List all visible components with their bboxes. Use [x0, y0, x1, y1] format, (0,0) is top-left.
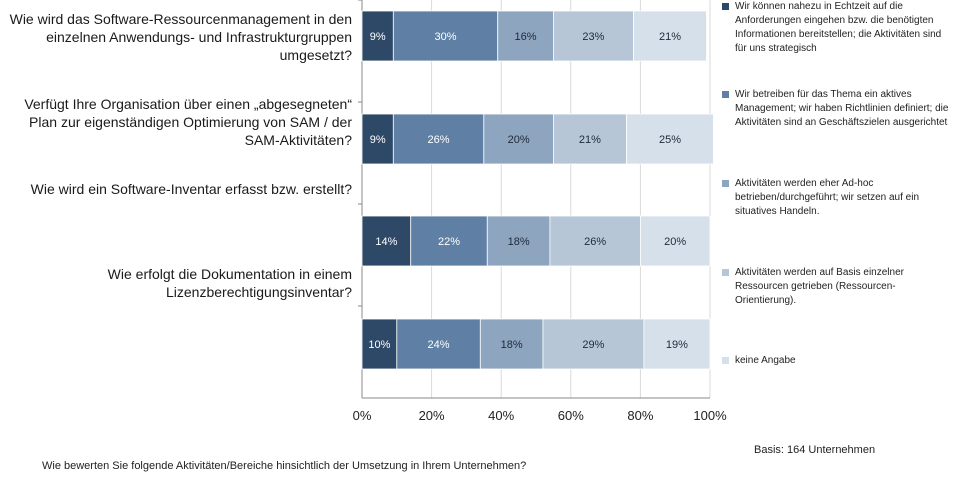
data-label: 29% [582, 339, 604, 351]
bar-segment [361, 318, 398, 370]
legend-swatch [722, 357, 729, 364]
data-label: 21% [579, 134, 601, 146]
data-label: 16% [515, 31, 537, 43]
x-tick-label: 100% [693, 408, 727, 423]
legend-swatch [722, 91, 729, 98]
legend-item: Wir können nahezu in Echtzeit auf die An… [722, 0, 954, 56]
data-label: 21% [659, 31, 681, 43]
bar-segment [479, 318, 544, 370]
legend-label: keine Angabe [735, 355, 796, 366]
data-label: 26% [584, 236, 606, 248]
bar-segment [553, 10, 634, 62]
bar-segment [542, 318, 645, 370]
bar-segment [643, 318, 711, 370]
bar-segment [392, 10, 499, 62]
legend-label: Wir betreiben für das Thema ein aktives … [735, 89, 949, 128]
legend-label: Wir können nahezu in Echtzeit auf die An… [735, 1, 942, 54]
survey-question: Wie bewerten Sie folgende Aktivitäten/Be… [42, 460, 527, 472]
data-label: 25% [659, 134, 681, 146]
bar-segment [361, 215, 412, 267]
legend-item: Aktivitäten werden auf Basis einzelner R… [722, 266, 954, 308]
legend-swatch [722, 3, 729, 10]
category-label: Wie erfolgt die Dokumentation in einem L… [107, 266, 352, 300]
category-label: Verfügt Ihre Organisation über einen „ab… [24, 96, 352, 148]
bar-segment [497, 10, 554, 62]
bar-segment [633, 10, 707, 62]
data-label: 10% [368, 339, 390, 351]
data-label: 26% [428, 134, 450, 146]
legend-item: keine Angabe [722, 354, 954, 368]
bar-segment [640, 215, 711, 267]
data-label: 22% [438, 236, 460, 248]
data-label: 20% [508, 134, 530, 146]
bar-segment [486, 215, 551, 267]
data-label: 30% [435, 31, 457, 43]
legend-item: Aktivitäten werden eher Ad-hoc betrieben… [722, 177, 954, 219]
data-label: 19% [666, 339, 688, 351]
bar-segment [392, 113, 485, 165]
data-label: 18% [508, 236, 530, 248]
bar-segment [396, 318, 481, 370]
bar-segment [361, 113, 394, 165]
legend-label: Aktivitäten werden eher Ad-hoc betrieben… [735, 178, 919, 217]
legend-item: Wir betreiben für das Thema ein aktives … [722, 88, 954, 130]
legend-label: Aktivitäten werden auf Basis einzelner R… [735, 267, 904, 306]
data-label: 18% [501, 339, 523, 351]
bar-segment [549, 215, 641, 267]
base-note: Basis: 164 Unternehmen [754, 444, 876, 456]
bar-segment [483, 113, 554, 165]
data-label: 23% [582, 31, 604, 43]
data-label: 9% [370, 134, 386, 146]
data-label: 24% [428, 339, 450, 351]
bar-segment [626, 113, 714, 165]
x-tick-label: 40% [488, 408, 514, 423]
bar-segment [553, 113, 627, 165]
data-label: 9% [370, 31, 386, 43]
x-tick-label: 60% [558, 408, 584, 423]
legend-swatch [722, 269, 729, 276]
bar-segment [410, 215, 488, 267]
category-label: Wie wird ein Software-Inventar erfasst b… [30, 181, 352, 197]
x-tick-label: 0% [353, 408, 372, 423]
x-tick-label: 20% [419, 408, 445, 423]
category-label: Wie wird das Software-Ressourcenmanageme… [9, 11, 352, 63]
x-tick-label: 80% [627, 408, 653, 423]
data-label: 20% [664, 236, 686, 248]
legend-swatch [722, 180, 729, 187]
data-label: 14% [375, 236, 397, 248]
